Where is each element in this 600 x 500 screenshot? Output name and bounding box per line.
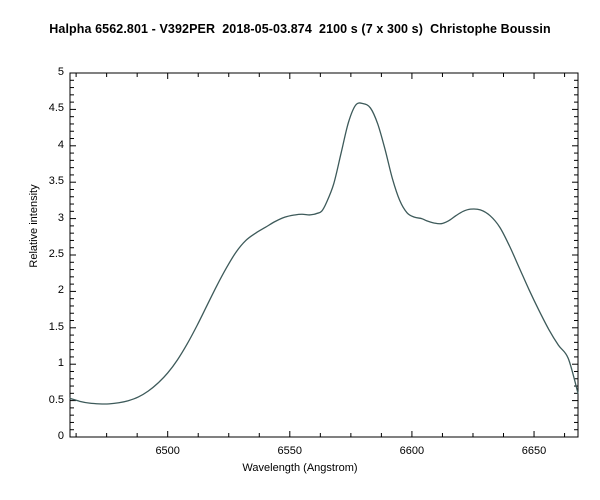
x-tick-label: 6500 [155,445,180,457]
y-axis-ticks [70,72,578,438]
y-tick-label: 0.5 [48,393,64,406]
data-series-group [69,102,579,405]
y-tick-label: 1.5 [48,320,64,333]
spectrum-curve-0 [69,102,579,405]
y-tick-label: 4.5 [48,102,64,115]
x-tick-label: 6650 [521,445,547,457]
y-tick-label: 4 [57,138,64,151]
y-tick-label: 3.5 [48,175,64,188]
y-axis-title: Relative intensity [28,184,40,268]
x-tick-label: 6600 [399,445,425,457]
y-tick-label: 1 [57,357,64,370]
y-tick-label: 2 [57,284,64,297]
x-tick-label: 6550 [277,445,303,457]
y-tick-label: 5 [57,66,64,78]
y-tick-label: 2.5 [48,248,64,260]
y-tick-label: 3 [57,211,64,224]
plot-frame [69,72,579,438]
page-title: Halpha 6562.801 - V392PER 2018-05-03.874… [49,22,551,36]
y-tick-label: 0 [57,430,64,442]
x-axis-title: Wavelength (Angstrom) [242,462,358,474]
x-axis-ticks [75,73,566,437]
